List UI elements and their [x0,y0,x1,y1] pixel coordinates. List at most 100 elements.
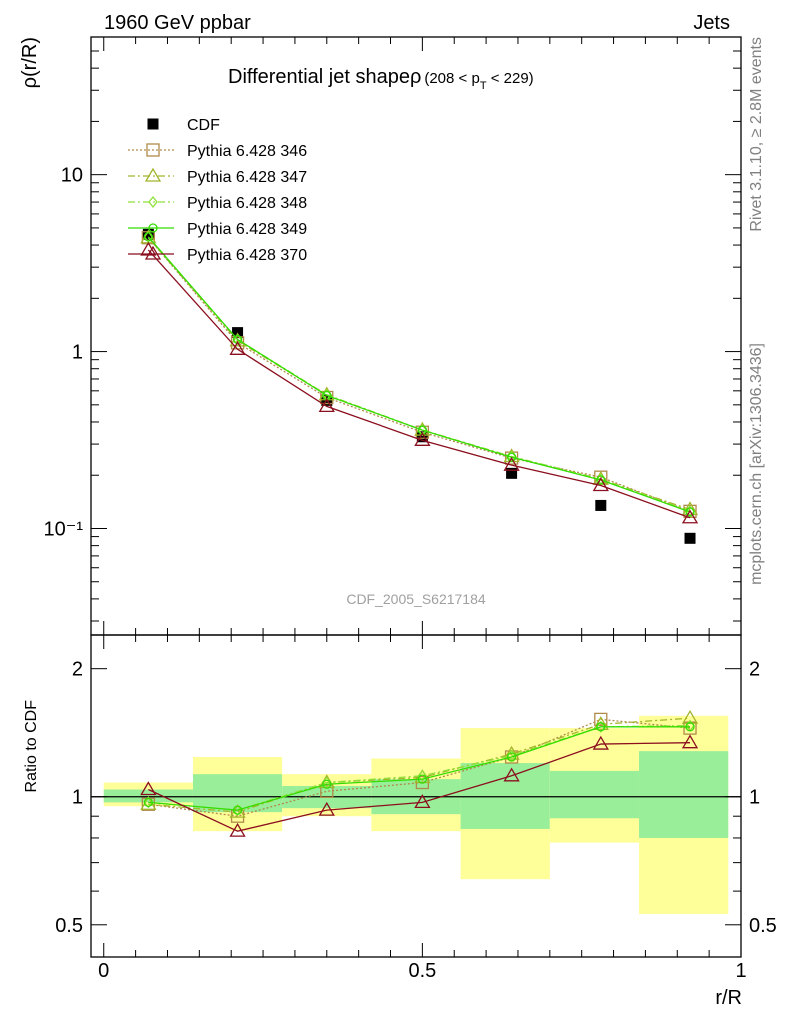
ratio-ytick-label-right-0: 2 [749,659,760,681]
main-series-5 [140,241,699,524]
main-series-2 [140,229,699,516]
ratio-point-3-0 [143,797,154,808]
axes: 10 1 10⁻¹ 2 2 1 1 0.5 0.5 0 0.5 1 [44,36,777,982]
main-point-0-5 [595,499,607,511]
ratio-point-0-2 [320,784,334,798]
ratio-line-3 [148,726,691,811]
ratio-series-3 [143,722,695,815]
legend-marker-3 [148,195,158,209]
ratio-point-1-5 [592,716,609,730]
ratio-point-1-4 [503,745,520,760]
main-point-0-4 [506,467,518,479]
main-point-5-1 [229,341,246,355]
legend-marker-4 [148,223,158,233]
ratio-point-4-2 [318,801,335,816]
main-point-0-3 [416,431,428,443]
main-point-5-2 [318,398,335,413]
green-band-5 [549,770,640,819]
legend-label-3: Pythia 6.428 348 [187,195,307,212]
ratio-line-0 [148,718,691,817]
ratio-point-4-3 [414,794,431,809]
main-ytick-label-1: 1 [72,342,83,364]
ratio-ytick-label-0: 2 [72,659,83,681]
ratio-point-3-6 [685,722,695,732]
main-point-0-0 [142,228,154,240]
ratio-line-4 [148,742,691,832]
xtick-label-0: 0 [98,960,109,982]
ratio-point-3-4 [506,752,517,762]
header-left: 1960 GeV ppbar [104,12,251,34]
main-point-5-3 [414,432,431,446]
main-point-3-3 [417,424,428,437]
main-point-0-6 [684,532,696,544]
ratio-point-4-1 [229,822,246,837]
ratio-line-1 [148,717,691,813]
main-point-4-5 [596,475,606,485]
ratio-point-3-5 [596,722,606,732]
main-point-5-5 [592,477,609,492]
legend-label-1: Pythia 6.428 346 [187,143,307,160]
ratio-point-2-3 [417,769,428,782]
ratio-point-4-6 [681,734,699,749]
ratio-frame [90,634,742,958]
ratio-point-2-1 [232,804,243,817]
ratio-plot-area [140,709,699,837]
green-band-4 [460,763,550,829]
main-point-3-1 [232,333,243,346]
ratio-point-0-6 [683,721,697,735]
ratio-y-axis-label: Ratio to CDF [23,700,40,793]
main-y-axis-label: ρ(r/R) [19,37,41,88]
legend-label-2: Pythia 6.428 347 [187,169,307,186]
rivet-label: Rivet 3.1.10, ≥ 2.8M events [748,37,765,232]
x-axis-label: r/R [715,987,742,1009]
header-right: Jets [693,12,730,34]
main-point-5-0 [140,241,157,256]
main-point-2-6 [681,501,699,516]
ratio-point-3-2 [322,779,332,789]
main-point-4-4 [506,452,517,462]
legend-marker-5 [144,245,162,260]
ratio-ytick-label-right-2: 0.5 [749,915,777,937]
legend-label-4: Pythia 6.428 349 [187,221,307,238]
main-line-1 [147,237,691,512]
main-line-4 [147,236,691,513]
analysis-watermark: CDF_2005_S6217184 [346,591,486,607]
main-series-4 [143,232,695,517]
ratio-ytick-label-right-1: 1 [749,787,760,809]
xtick-label-1: 0.5 [408,960,436,982]
ratio-point-0-5 [594,712,608,727]
green-band-0 [103,789,193,803]
legend-label-0: CDF [187,117,220,134]
legend-marker-1 [146,143,160,157]
ratio-point-2-0 [143,796,154,809]
main-point-5-4 [503,456,520,471]
main-point-5-6 [681,509,699,524]
legend-marker-0 [147,118,159,130]
main-series-3 [143,230,695,518]
legend-marker-2 [144,167,162,182]
main-point-4-6 [685,507,695,517]
main-ytick-label-2: 10⁻¹ [44,518,84,540]
main-point-4-0 [143,232,154,242]
mcplots-label: mcplots.cern.ch [arXiv:1306.3436] [748,343,765,585]
legend: CDF Pythia 6.428 346 Pythia 6.428 347 Pythi… [128,117,307,264]
main-series-0 [142,228,696,544]
main-line-5 [147,249,691,519]
xtick-label-2: 1 [735,960,746,982]
ratio-point-2-5 [595,720,606,733]
ratio-ytick-label-2: 0.5 [55,915,83,937]
ratio-uncertainty-bands [91,715,741,915]
ratio-point-4-4 [503,767,520,782]
ratio-point-3-1 [232,805,243,815]
main-ytick-label-0: 10 [61,165,83,187]
ratio-ytick-label-1: 1 [72,787,83,809]
main-line-3 [147,236,691,512]
ratio-point-4-5 [592,735,609,750]
chart-title: Differential jet shapeρ (208 < pT < 229) [228,66,534,92]
main-series-1 [141,231,697,518]
main-line-2 [147,237,691,511]
legend-label-5: Pythia 6.428 370 [187,247,307,264]
ratio-series-4 [140,734,699,837]
main-plot-area [140,228,699,544]
